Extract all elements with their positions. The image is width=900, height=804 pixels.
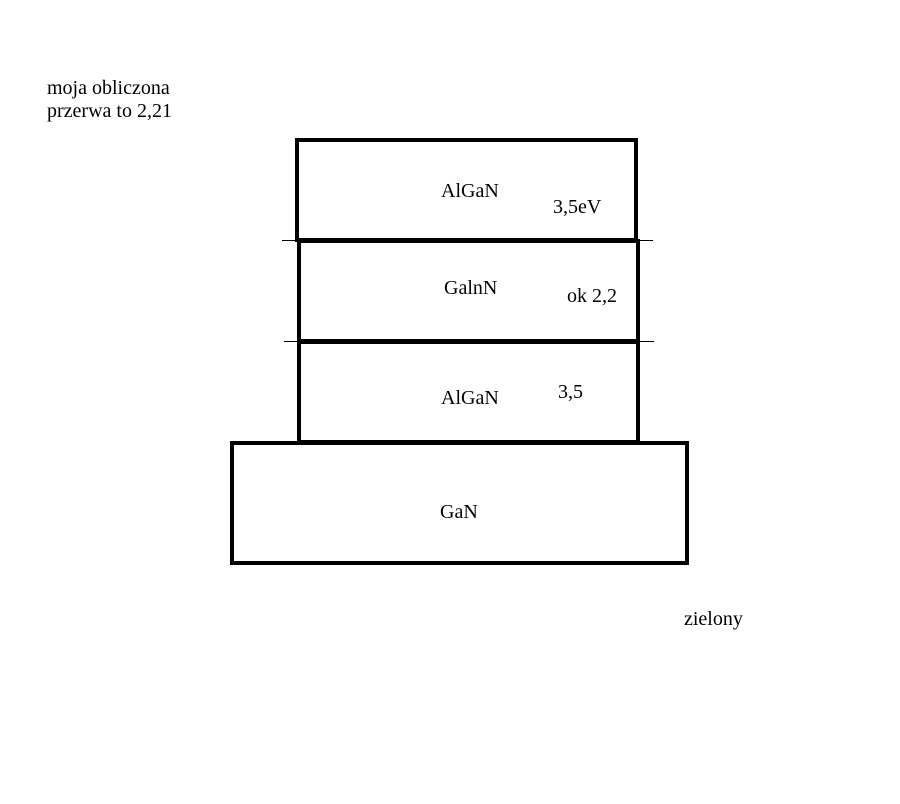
layer-bottom-algan: AlGaN 3,5 — [297, 340, 640, 444]
interface-tick-left-lower — [284, 341, 300, 342]
layer-top-algan-label: AlGaN — [441, 180, 499, 202]
calculated-gap-note: moja obliczona przerwa to 2,21 — [47, 77, 172, 123]
interface-tick-left-upper — [282, 240, 298, 241]
layer-bottom-algan-gap: 3,5 — [558, 381, 583, 403]
layer-gan-substrate: GaN — [230, 441, 689, 565]
layer-gainn: GalnN ok 2,2 — [297, 239, 640, 343]
layer-gan-label: GaN — [440, 501, 478, 523]
interface-tick-right-lower — [637, 341, 654, 342]
note-line-1: moja obliczona — [47, 77, 170, 99]
layer-top-algan: AlGaN 3,5eV — [295, 138, 638, 242]
layer-bottom-algan-label: AlGaN — [441, 387, 499, 409]
layer-top-algan-gap: 3,5eV — [553, 196, 602, 218]
interface-tick-right-upper — [637, 240, 653, 241]
layer-gainn-label: GalnN — [444, 277, 498, 299]
color-caption: zielony — [684, 608, 743, 630]
layer-gainn-gap: ok 2,2 — [567, 285, 617, 307]
note-line-2: przerwa to 2,21 — [47, 100, 172, 122]
